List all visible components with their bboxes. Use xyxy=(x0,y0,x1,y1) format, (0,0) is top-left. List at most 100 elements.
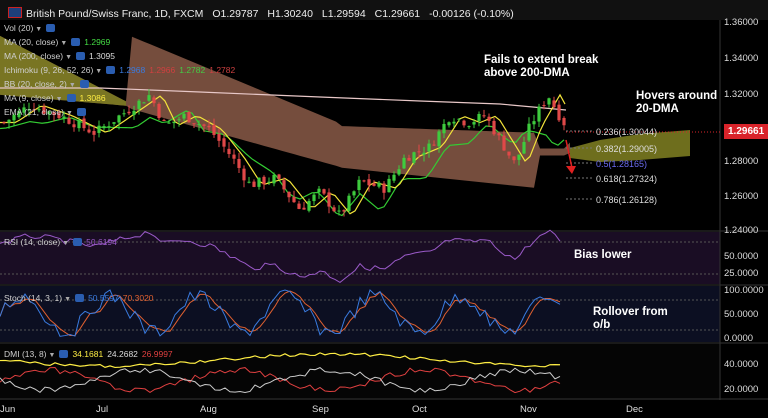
indicator-row[interactable]: MA (9, close) ▼ 1.3086 xyxy=(4,93,106,103)
candle xyxy=(507,151,511,156)
candle xyxy=(437,131,441,147)
candle xyxy=(457,118,461,120)
y-tick: 1.24000 xyxy=(724,225,759,236)
candle xyxy=(242,168,246,181)
visibility-icon xyxy=(66,94,76,102)
fib-level: 0.5(1.28165) xyxy=(596,159,648,169)
candle xyxy=(167,122,171,124)
candle xyxy=(202,124,206,126)
candle xyxy=(317,188,321,193)
indicator-row[interactable]: MA (200, close) ▼ 1.3095 xyxy=(4,51,115,61)
candle xyxy=(397,169,401,175)
dmi-tick: 40.0000 xyxy=(724,359,759,370)
dmi-plus-line xyxy=(0,367,561,394)
candle xyxy=(192,123,196,125)
candle xyxy=(412,152,416,163)
candle xyxy=(337,210,341,212)
visibility-icon xyxy=(106,66,116,74)
rsi-legend: RSI (14, close) ▼ 50.6194 xyxy=(4,237,117,247)
dmi-minus-line xyxy=(0,366,561,394)
x-tick: Sep xyxy=(312,404,329,415)
arrow-line xyxy=(565,139,573,169)
candle xyxy=(447,122,451,126)
candle xyxy=(52,112,56,116)
ohlc-high: H1.30240 xyxy=(267,8,313,20)
stoch-tick: 50.0000 xyxy=(724,309,759,320)
candle xyxy=(427,143,431,152)
candle xyxy=(482,115,486,117)
indicator-row[interactable]: BB (20, close, 2) ▼ xyxy=(4,79,89,91)
rsi-pane xyxy=(0,232,720,284)
candle xyxy=(32,109,36,111)
candle xyxy=(287,191,291,198)
gbp-flag-icon xyxy=(8,7,22,18)
ma200-line xyxy=(0,87,567,111)
candle xyxy=(557,104,561,121)
candle xyxy=(102,126,106,129)
candle xyxy=(422,152,426,155)
header-bar xyxy=(0,0,768,20)
candle xyxy=(92,131,96,135)
candle xyxy=(262,176,266,185)
indicator-row[interactable]: Ichimoku (9, 26, 52, 26) ▼ 1.2968 1.2966 1.2… xyxy=(4,65,236,75)
candle xyxy=(142,102,146,104)
candle xyxy=(522,141,526,154)
stoch-legend: Stoch (14, 3, 1) ▼ 50.5597 70.3020 xyxy=(4,293,154,303)
y-tick: 1.34000 xyxy=(724,53,759,64)
stoch-tick: 100.0000 xyxy=(724,285,764,296)
ichimoku-cloud-future xyxy=(570,130,690,162)
candle xyxy=(47,111,51,115)
indicator-row[interactable]: Vol (20) ▼ xyxy=(4,23,56,35)
annotation-hovers: Hovers around 20-DMA xyxy=(636,90,718,115)
candle xyxy=(282,180,286,190)
candle xyxy=(292,196,296,203)
indicator-row[interactable]: MA (20, close) ▼ 1.2969 xyxy=(4,37,111,47)
candle xyxy=(97,125,101,133)
candle xyxy=(342,210,346,212)
candle xyxy=(147,95,151,101)
candle xyxy=(222,138,226,147)
symbol-title: British Pound/Swiss Franc, 1D, FXCM xyxy=(26,8,204,20)
candle xyxy=(392,174,396,181)
candle xyxy=(57,113,61,118)
candle xyxy=(477,113,481,122)
candle xyxy=(217,133,221,141)
candle xyxy=(272,174,276,184)
candle xyxy=(182,113,186,119)
dmi-adx-line xyxy=(0,352,561,369)
candle xyxy=(367,179,371,186)
fib-level: 0.618(1.27324) xyxy=(596,174,658,184)
ohlc-open: O1.29787 xyxy=(212,8,259,20)
candle xyxy=(357,179,361,191)
candle xyxy=(277,174,281,179)
candle xyxy=(462,120,466,126)
candle xyxy=(472,122,476,125)
candle xyxy=(162,119,166,121)
candle xyxy=(107,126,111,128)
candle xyxy=(232,154,236,159)
candle xyxy=(27,109,31,111)
candle xyxy=(297,203,301,209)
indicator-row[interactable]: EMA (21, close) ▼ xyxy=(4,107,86,119)
candle xyxy=(197,123,201,125)
candle xyxy=(302,207,306,210)
candle xyxy=(307,201,311,211)
dmi-tick: 20.0000 xyxy=(724,384,759,395)
candle xyxy=(552,100,556,108)
candle xyxy=(12,114,16,121)
stoch-tick: 0.0000 xyxy=(724,333,754,344)
candle xyxy=(177,119,181,121)
candle xyxy=(137,100,141,109)
visibility-icon xyxy=(76,108,86,116)
candle xyxy=(312,194,316,202)
candle xyxy=(122,113,126,115)
candle xyxy=(402,157,406,169)
candle xyxy=(467,126,471,128)
candle xyxy=(127,111,131,114)
candle xyxy=(172,121,176,124)
fib-level: 0.786(1.26128) xyxy=(596,195,658,205)
candle xyxy=(452,121,456,124)
candle xyxy=(257,177,261,187)
price-change: -0.00126 (-0.10%) xyxy=(429,8,514,20)
